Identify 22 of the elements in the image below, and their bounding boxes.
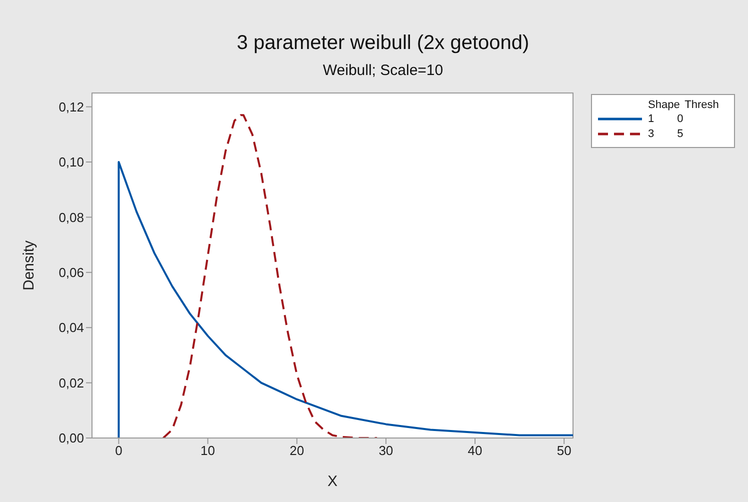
legend-label: 1 0 <box>648 112 684 124</box>
x-tick-label: 20 <box>290 443 304 458</box>
x-axis-title: X <box>327 473 338 490</box>
y-axis-title: Density <box>20 240 38 291</box>
x-tick-label: 40 <box>468 443 482 458</box>
x-tick-label: 30 <box>378 443 394 458</box>
x-tick-label: 0 <box>115 443 122 458</box>
x-tick-label: 10 <box>200 443 216 458</box>
legend-title: Shape Thresh <box>647 99 720 111</box>
y-tick-label: 0,10 <box>58 154 84 170</box>
y-tick-label: 0,02 <box>58 375 84 390</box>
line-series <box>162 114 378 438</box>
y-tick-label: 0,12 <box>58 99 84 114</box>
y-tick-label: 0,06 <box>58 265 84 280</box>
legend-label: 3 5 <box>648 128 684 140</box>
line-series <box>118 161 573 438</box>
x-tick-label: 50 <box>556 443 572 458</box>
y-tick-label: 0,00 <box>58 430 84 446</box>
chart-title: 3 parameter weibull (2x getoond) <box>236 32 530 55</box>
y-tick-label: 0,04 <box>58 320 84 336</box>
chart-subtitle: Weibull; Scale=10 <box>322 62 444 79</box>
y-tick-label: 0,08 <box>58 210 84 225</box>
